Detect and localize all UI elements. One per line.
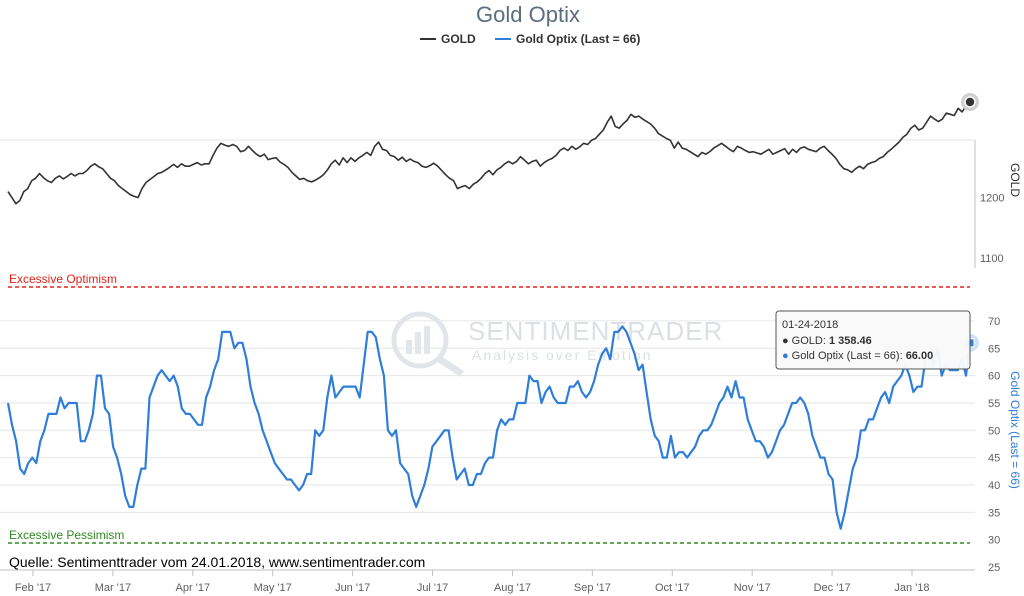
x-tick-label-2: Apr '17: [176, 582, 211, 594]
legend: GOLD Gold Optix (Last = 66): [420, 32, 640, 46]
optix-axis-title: Gold Optix (Last = 66): [1008, 371, 1022, 489]
optix-tick-label-50: 50: [988, 425, 1000, 437]
optix-tick-label-45: 45: [988, 453, 1000, 465]
optix-tick-label-30: 30: [988, 535, 1000, 547]
tooltip-gold-row: ● GOLD: 1 358.46: [782, 335, 872, 347]
legend-item-gold[interactable]: GOLD: [420, 32, 476, 46]
tooltip-optix-label: Gold Optix (Last = 66):: [792, 350, 906, 362]
chart-title: Gold Optix: [476, 2, 580, 27]
x-tick-label-7: Sep '17: [574, 582, 611, 594]
gold-last-marker[interactable]: [964, 96, 976, 108]
optix-axis-ticks: 25 30 35 40 45 50 55 60 65 70: [988, 316, 1000, 574]
watermark-magnifier-icon: [391, 311, 449, 369]
legend-item-optix[interactable]: Gold Optix (Last = 66): [495, 32, 640, 46]
x-tick-label-5: Jul '17: [417, 582, 448, 594]
x-tick-label-4: Jun '17: [335, 582, 370, 594]
x-tick-label-9: Nov '17: [734, 582, 771, 594]
watermark-magnifier-handle: [436, 355, 464, 377]
watermark-tagline: Analysis over Emotion: [472, 347, 653, 363]
optix-tick-label-35: 35: [988, 507, 1000, 519]
optix-tick-label-60: 60: [988, 371, 1000, 383]
tooltip-box: [775, 310, 971, 370]
watermark-bar-3: [424, 326, 430, 354]
optix-tick-label-65: 65: [988, 343, 1000, 355]
tooltip-optix-value: 66.00: [906, 350, 934, 362]
optimism-band-label: Excessive Optimism: [9, 272, 117, 286]
x-tick-label-10: Dec '17: [814, 582, 851, 594]
pessimism-band-label: Excessive Pessimism: [9, 528, 124, 542]
tooltip-gold-value: 1 358.46: [829, 335, 872, 347]
x-tick-label-8: Oct '17: [655, 582, 690, 594]
gold-axis-title: GOLD: [1008, 163, 1022, 197]
tooltip-date: 01-24-2018: [782, 319, 838, 331]
source-caption: Quelle: Sentimenttrader vom 24.01.2018, …: [9, 554, 425, 570]
optix-tick-label-40: 40: [988, 480, 1000, 492]
gold-tick-label-1200: 1200: [980, 193, 1004, 205]
gold-series-line[interactable]: [7, 101, 971, 205]
optix-tick-label-70: 70: [988, 316, 1000, 328]
optix-tick-label-25: 25: [988, 562, 1000, 574]
legend-gold-label: GOLD: [441, 32, 476, 46]
x-axis-ticks: Feb '17 Mar '17 Apr '17 May '17 Jun '17 Jul '…: [15, 570, 930, 594]
tooltip-optix-bullet: ●: [782, 350, 789, 362]
tooltip-optix-row: ● Gold Optix (Last = 66): 66.00: [782, 350, 933, 362]
x-tick-label-3: May '17: [254, 582, 292, 594]
tooltip-gold-label: GOLD:: [792, 335, 829, 347]
legend-optix-label: Gold Optix (Last = 66): [516, 32, 640, 46]
watermark-bar-2: [415, 332, 421, 354]
gold-tick-label-1100: 1100: [980, 253, 1004, 265]
x-tick-label-6: Aug '17: [494, 582, 531, 594]
optix-series-line[interactable]: [6, 325, 972, 530]
x-tick-label-1: Mar '17: [95, 582, 131, 594]
tooltip-gold-bullet: ●: [782, 335, 789, 347]
x-tick-label-11: Jan '18: [894, 582, 929, 594]
optix-tick-label-55: 55: [988, 398, 1000, 410]
watermark-bar-1: [406, 340, 412, 354]
gold-axis-ticks: 1100 1200: [980, 193, 1004, 265]
x-tick-label-0: Feb '17: [15, 582, 51, 594]
tooltip: 01-24-2018 ● GOLD: 1 358.46 ● Gold Optix (…: [775, 310, 971, 370]
